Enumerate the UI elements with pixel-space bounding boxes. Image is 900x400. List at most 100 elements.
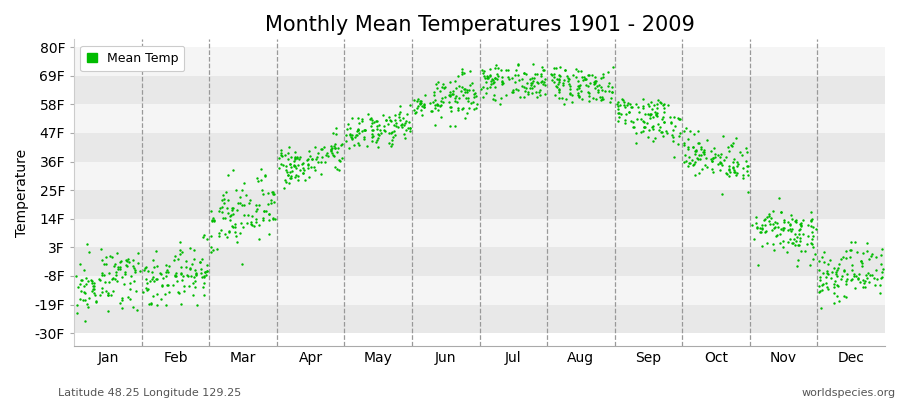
Point [781, 218, 796, 225]
Point [490, 76, 504, 82]
Point [449, 93, 464, 99]
Point [826, 280, 841, 287]
Point [590, 89, 605, 96]
Point [525, 80, 539, 86]
Point [521, 89, 535, 96]
Point [158, 291, 173, 298]
Point [682, 154, 697, 160]
Point [572, 94, 586, 100]
Point [861, 256, 876, 262]
Point [579, 76, 593, 82]
Point [552, 76, 566, 83]
Point [806, 224, 820, 230]
Point [371, 131, 385, 137]
Point [352, 142, 366, 148]
Point [430, 107, 445, 114]
Point [679, 158, 693, 164]
Point [417, 101, 431, 107]
Point [636, 119, 651, 125]
Point [671, 133, 686, 139]
Point [496, 80, 510, 86]
Point [683, 128, 698, 134]
Point [776, 243, 790, 250]
Point [284, 164, 299, 170]
Point [840, 271, 854, 277]
Point [848, 285, 862, 291]
Point [812, 258, 826, 265]
Point [302, 148, 316, 154]
Point [784, 228, 798, 234]
Bar [74, 104, 885, 133]
Point [188, 278, 202, 284]
Point [216, 215, 230, 222]
Point [565, 71, 580, 78]
Point [553, 72, 567, 79]
Point [759, 228, 773, 234]
Point [89, 298, 104, 305]
Point [290, 155, 304, 161]
Point [220, 204, 235, 211]
Point [143, 278, 157, 284]
Point [454, 88, 468, 95]
Point [279, 163, 293, 169]
Point [183, 265, 197, 272]
Point [446, 91, 460, 98]
Point [436, 81, 450, 88]
Point [869, 276, 884, 282]
Point [156, 274, 170, 281]
Point [448, 123, 463, 130]
Point [544, 72, 559, 78]
Point [289, 172, 303, 178]
Point [352, 130, 366, 137]
Point [150, 291, 165, 297]
Point [746, 236, 760, 242]
Point [437, 84, 452, 90]
Point [283, 161, 297, 167]
Point [107, 263, 122, 269]
Point [535, 64, 549, 70]
Point [364, 115, 379, 121]
Point [530, 94, 544, 100]
Point [575, 96, 590, 102]
Point [256, 190, 270, 197]
Point [814, 305, 828, 311]
Point [722, 167, 736, 173]
Point [372, 132, 386, 138]
Point [483, 78, 498, 84]
Point [212, 208, 226, 214]
Point [315, 154, 329, 160]
Point [173, 239, 187, 246]
Point [783, 236, 797, 242]
Point [832, 260, 847, 267]
Point [260, 201, 274, 208]
Point [630, 116, 644, 122]
Point [328, 145, 342, 152]
Point [651, 97, 665, 103]
Point [458, 86, 473, 92]
Point [86, 283, 101, 290]
Point [197, 274, 211, 280]
Point [85, 288, 99, 294]
Point [428, 102, 442, 108]
Point [96, 272, 111, 278]
Point [154, 270, 168, 277]
Point [494, 67, 508, 73]
Point [664, 120, 679, 126]
Point [383, 117, 398, 123]
Point [451, 105, 465, 112]
Point [278, 152, 293, 158]
Point [74, 277, 88, 283]
Point [264, 197, 278, 204]
Point [488, 64, 502, 71]
Point [785, 226, 799, 232]
Point [601, 82, 616, 89]
Point [601, 68, 616, 75]
Point [302, 174, 316, 180]
Point [291, 162, 305, 168]
Point [256, 216, 271, 223]
Point [690, 155, 705, 161]
Point [520, 80, 535, 86]
Point [834, 256, 849, 263]
Point [582, 93, 597, 99]
Point [585, 72, 599, 78]
